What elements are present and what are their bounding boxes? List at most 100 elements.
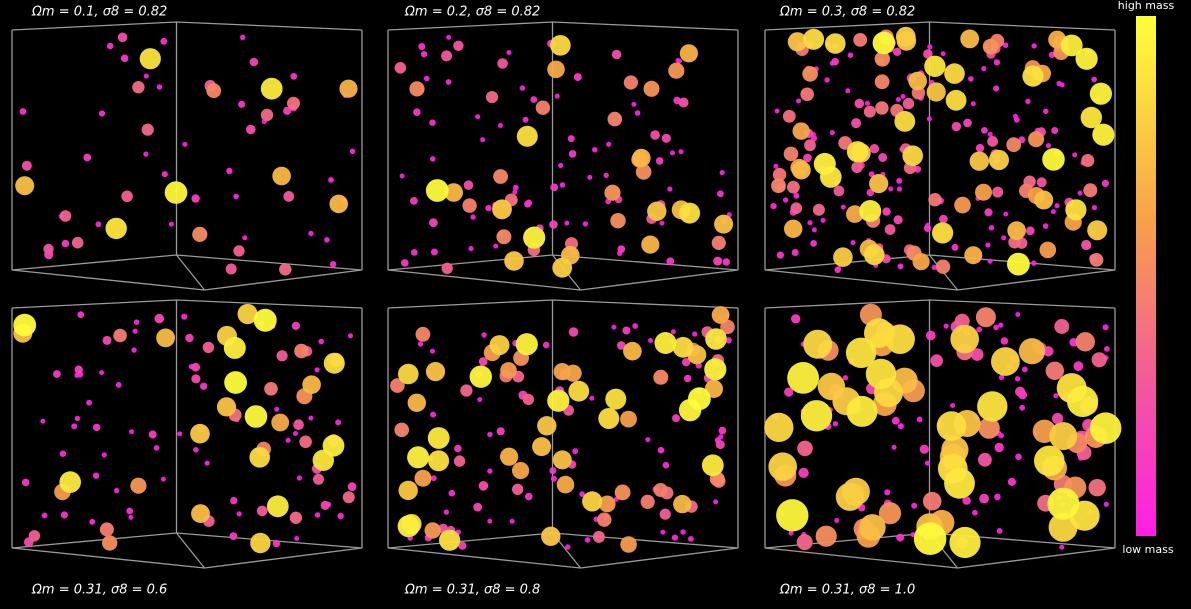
halo xyxy=(930,354,943,368)
halo xyxy=(688,536,694,542)
halo xyxy=(846,205,864,223)
halo xyxy=(413,108,421,116)
halo xyxy=(787,180,800,194)
halo xyxy=(429,119,436,126)
halo xyxy=(470,214,476,220)
halo xyxy=(415,326,431,342)
halo xyxy=(851,118,862,129)
halo xyxy=(493,243,499,249)
halo xyxy=(153,445,160,451)
halo xyxy=(117,32,128,43)
halo xyxy=(810,240,817,247)
halo xyxy=(160,37,168,45)
halo xyxy=(607,111,623,127)
halo xyxy=(1054,319,1070,334)
halo xyxy=(833,247,853,267)
halo xyxy=(900,94,906,99)
halo xyxy=(558,162,564,169)
halo xyxy=(1049,422,1078,451)
halo xyxy=(679,202,701,224)
halo xyxy=(1031,43,1037,49)
halo xyxy=(71,423,78,430)
halo xyxy=(1050,209,1056,215)
halo xyxy=(893,47,902,56)
halo xyxy=(240,34,246,40)
halo xyxy=(919,444,929,454)
halo xyxy=(829,130,835,136)
halo xyxy=(92,472,100,479)
halo xyxy=(902,145,923,166)
halo xyxy=(787,362,819,394)
halo xyxy=(825,33,846,54)
halo xyxy=(206,83,222,99)
halo xyxy=(439,529,461,551)
halo xyxy=(1019,404,1026,411)
halo xyxy=(657,446,665,454)
halo xyxy=(803,329,833,359)
halo xyxy=(102,535,118,551)
halo xyxy=(610,213,626,229)
halo xyxy=(143,151,149,157)
halo xyxy=(711,306,730,324)
halo xyxy=(74,365,83,374)
halo xyxy=(896,186,903,192)
halo xyxy=(719,170,725,176)
halo xyxy=(506,50,512,55)
halo xyxy=(200,382,208,390)
halo xyxy=(874,74,890,90)
halo xyxy=(532,437,552,457)
halo xyxy=(410,197,418,205)
halo xyxy=(897,423,904,430)
halo xyxy=(572,448,579,455)
halo xyxy=(678,97,689,108)
halo xyxy=(272,539,281,548)
halo xyxy=(812,203,825,216)
halo xyxy=(940,51,946,57)
halo xyxy=(928,193,942,207)
halo xyxy=(667,186,673,192)
halo xyxy=(1034,190,1054,210)
halo xyxy=(635,164,652,180)
halo xyxy=(800,400,833,432)
halo xyxy=(939,214,948,224)
halo xyxy=(565,544,571,550)
halo xyxy=(908,71,927,91)
halo xyxy=(224,371,248,394)
halo xyxy=(1031,260,1037,266)
halo xyxy=(835,482,865,511)
halo xyxy=(945,89,967,111)
halo xyxy=(912,253,930,271)
halo xyxy=(722,258,730,266)
halo xyxy=(567,135,575,143)
halo xyxy=(314,367,320,373)
halo xyxy=(964,246,983,265)
halo xyxy=(191,374,201,384)
halo xyxy=(894,111,916,132)
halo xyxy=(473,502,483,512)
halo xyxy=(875,101,889,115)
halo xyxy=(266,495,289,518)
halo xyxy=(397,515,420,538)
halo xyxy=(418,43,426,50)
halo xyxy=(323,352,345,374)
halo xyxy=(842,375,849,381)
halo xyxy=(715,440,725,450)
halo xyxy=(713,256,723,266)
halo xyxy=(614,484,631,501)
halo xyxy=(863,105,876,118)
halo xyxy=(902,97,915,110)
halo xyxy=(679,44,699,63)
halo xyxy=(283,191,295,202)
halo xyxy=(972,509,978,516)
halo xyxy=(798,467,809,478)
halo xyxy=(394,422,410,438)
halo xyxy=(564,220,570,226)
halo xyxy=(692,331,698,337)
halo xyxy=(864,318,894,348)
halo xyxy=(632,323,639,329)
halo xyxy=(670,150,675,156)
halo xyxy=(485,204,492,212)
halo xyxy=(617,341,626,350)
halo xyxy=(666,257,675,266)
halo xyxy=(868,171,875,178)
